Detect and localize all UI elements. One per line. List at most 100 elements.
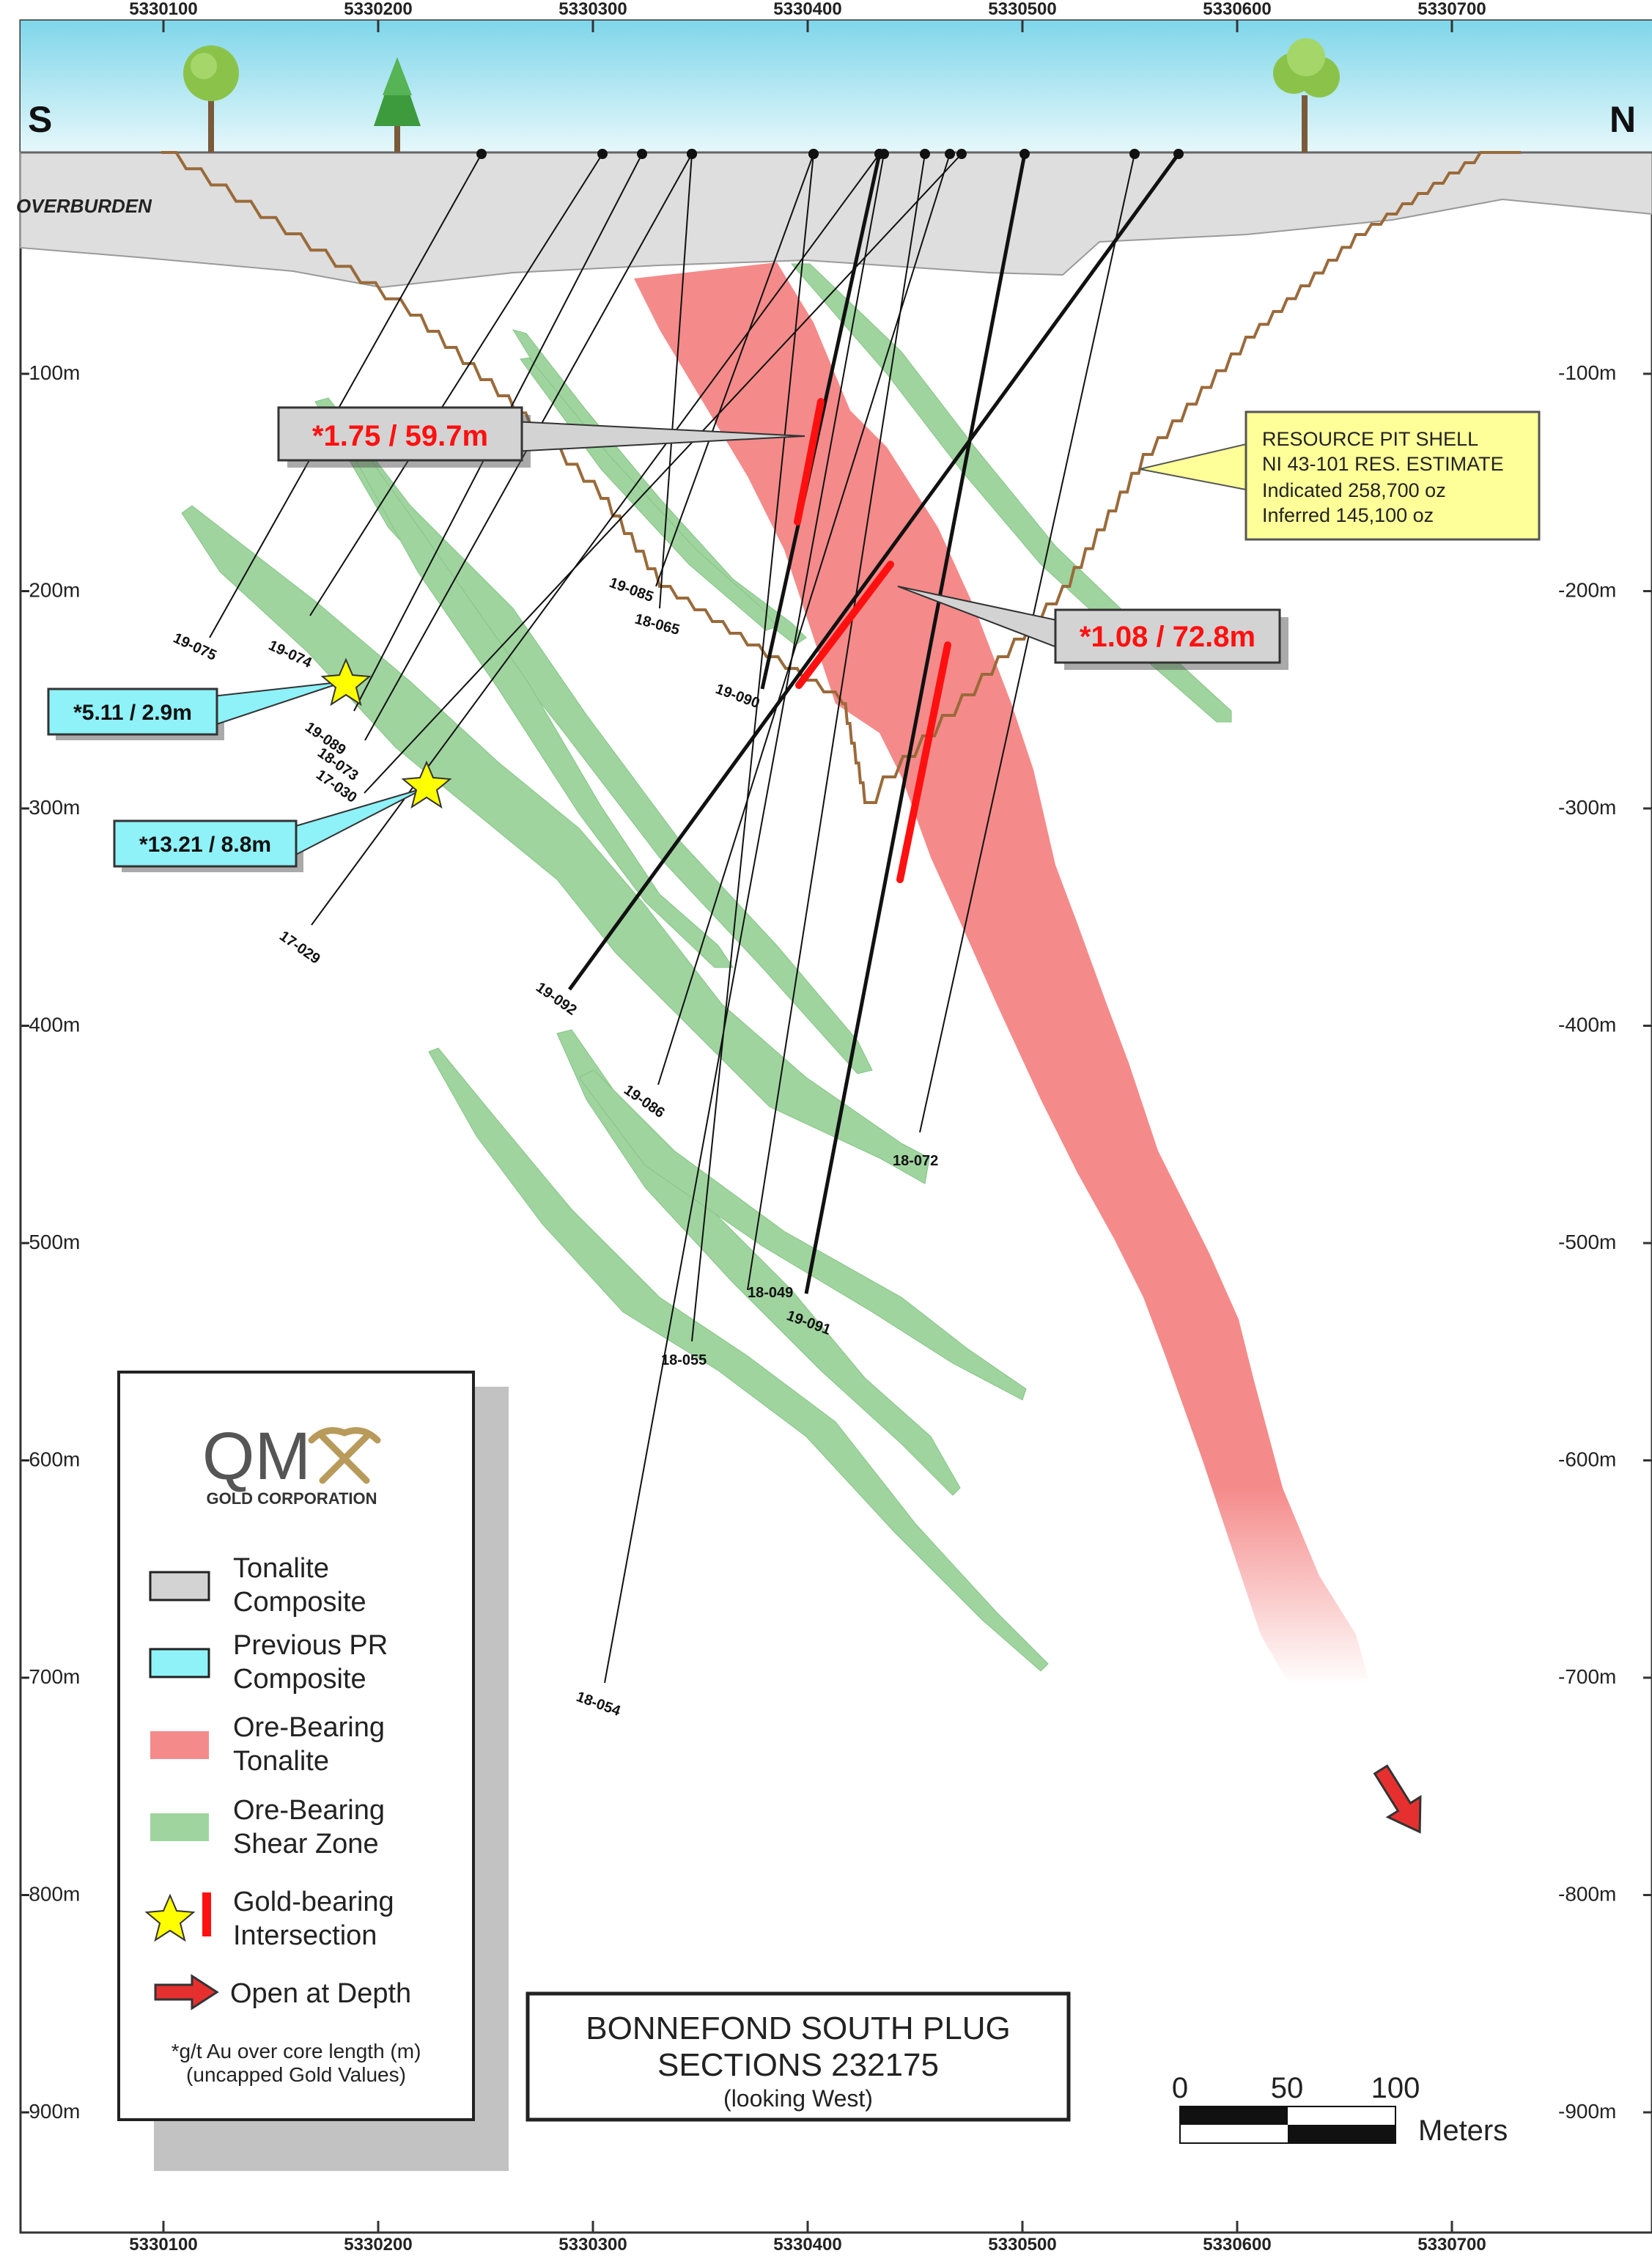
drill-collar (920, 149, 930, 159)
depth-ticks-right: -100m -200m -300m -400m -500m -600m -700m -800m… (1558, 361, 1652, 2123)
depth-tick-left: -700m (22, 1665, 80, 1688)
easting-tick-top: 5330400 (773, 0, 841, 19)
tree-icon (183, 45, 239, 152)
drill-collar (945, 149, 955, 159)
shear-zone-8 (578, 1069, 1027, 1401)
pit-shell-callout: RESOURCE PIT SHELL NI 43-101 RES. ESTIMA… (1139, 410, 1541, 541)
scale-bar: 0 50 100 Meters (1172, 2072, 1508, 2147)
legend-arrow-icon (154, 1974, 219, 2010)
intersection-label-3: *5.11 / 2.9m (73, 701, 192, 725)
intersection-label-1: *1.75 / 59.7m (312, 420, 488, 452)
easting-tick-bottom: 5330100 (129, 2235, 197, 2252)
depth-tick-right: -700m (1558, 1665, 1616, 1688)
drill-hole-trace (364, 153, 962, 794)
drill-hole-trace (309, 153, 603, 616)
drill-collar (1129, 149, 1140, 159)
scale-label-50: 50 (1271, 2072, 1304, 2104)
easting-tick-top: 5330500 (988, 0, 1056, 19)
drill-collar (687, 149, 697, 159)
gold-star-icon (320, 657, 372, 707)
legend-star-icon (144, 1893, 196, 1942)
depth-tick-right: -800m (1558, 1883, 1616, 1906)
shear-zone-9 (428, 1047, 1049, 1672)
drill-collar (637, 149, 647, 159)
drill-hole-trace (691, 153, 814, 1342)
drill-collars (476, 149, 1184, 159)
intersection-label-4: *13.21 / 8.8m (139, 833, 271, 857)
depth-tick-right: -400m (1558, 1014, 1616, 1036)
depth-ticks-left: -100m -200m -300m -400m -500m -600m -700m -800m… (21, 361, 80, 2123)
scale-label-0: 0 (1172, 2072, 1188, 2104)
title-line-3: (looking West) (723, 2085, 873, 2112)
legend-swatch-previous-pr (149, 1648, 210, 1678)
resource-pit-shell (161, 151, 1521, 804)
legend-label-5b: Intersection (233, 1920, 377, 1951)
drill-hole-trace (659, 153, 693, 609)
shear-zone-6 (790, 263, 1232, 723)
legend-label-3b: Tonalite (233, 1746, 329, 1777)
legend-footnote-2: (uncapped Gold Values) (186, 2063, 406, 2086)
legend-footnote-1: *g/t Au over core length (m) (172, 2040, 421, 2063)
depth-tick-right: -300m (1558, 796, 1616, 819)
easting-tick-top: 5330300 (558, 0, 627, 19)
intersection-callout-2: *1.08 / 72.8m (897, 586, 1288, 670)
intersection-callout-3: *5.11 / 2.9m (47, 681, 345, 740)
easting-tick-bottom: 5330200 (344, 2235, 412, 2252)
depth-tick-right: -200m (1558, 579, 1616, 602)
gold-intersections (794, 398, 951, 883)
overburden-layer (20, 152, 1652, 289)
shear-zone-3 (344, 439, 734, 968)
drill-hole-trace (655, 153, 814, 587)
tree-icon (1273, 38, 1340, 152)
open-at-depth-arrow-icon (1373, 1764, 1422, 1834)
north-label: N (1609, 99, 1636, 140)
easting-tick-bottom: 5330600 (1203, 2235, 1271, 2252)
legend-label-1a: Tonalite (233, 1553, 329, 1584)
legend-label-3a: Ore-Bearing (233, 1712, 385, 1743)
pit-shell-line-1: RESOURCE PIT SHELL (1262, 428, 1478, 450)
legend-label-5a: Gold-bearing (233, 1887, 394, 1917)
easting-tick-bottom: 5330300 (558, 2235, 627, 2252)
legend-swatch-shear-zone (150, 1813, 209, 1841)
depth-tick-left: -100m (22, 361, 80, 384)
title-box: BONNEFOND SOUTH PLUG SECTIONS 232175 (lo… (526, 1991, 1071, 2122)
depth-tick-left: -200m (22, 579, 80, 602)
easting-ticks-top: 5330100 5330200 5330300 5330400 5330500 53306… (129, 0, 1486, 32)
easting-tick-top: 5330600 (1203, 0, 1271, 19)
intersection-bar-2 (795, 561, 894, 689)
title-line-1: BONNEFOND SOUTH PLUG (586, 2010, 1010, 2046)
drill-collar (808, 149, 819, 159)
drill-hole-trace (604, 153, 885, 1684)
depth-tick-right: -100m (1558, 361, 1616, 384)
easting-tick-top: 5330200 (344, 0, 412, 19)
legend-label-2b: Composite (233, 1664, 366, 1695)
drill-collar (879, 149, 889, 159)
pine-tree-icon (374, 57, 421, 152)
intersection-bar-1 (794, 398, 825, 526)
drill-holes (209, 152, 1181, 1684)
depth-tick-left: -900m (22, 2100, 80, 2123)
sky-band (21, 21, 1652, 152)
drill-hole-trace (804, 153, 1027, 1294)
drill-hole-trace (747, 153, 926, 1291)
title-line-2: SECTIONS 232175 (657, 2047, 939, 2083)
intersection-callout-1: *1.75 / 59.7m (277, 406, 805, 468)
legend-swatch-ore-tonalite (150, 1731, 209, 1759)
depth-tick-left: -300m (22, 796, 80, 819)
pit-shell-line-2: NI 43-101 RES. ESTIMATE (1262, 453, 1504, 475)
depth-tick-right: -900m (1558, 2100, 1616, 2123)
intersection-label-2: *1.08 / 72.8m (1080, 621, 1255, 653)
drill-collar (1019, 149, 1030, 159)
legend-label-4b: Shear Zone (233, 1829, 379, 1859)
intersection-bar-3 (896, 641, 951, 883)
legend-label-6: Open at Depth (230, 1978, 411, 2009)
logo-subtext: GOLD CORPORATION (206, 1489, 377, 1508)
drill-hole-trace (209, 153, 482, 638)
drill-hole-trace (919, 153, 1135, 1133)
drill-collar (1173, 149, 1184, 159)
scale-unit: Meters (1418, 2115, 1508, 2147)
depth-tick-left: -500m (22, 1231, 80, 1253)
depth-tick-left: -600m (22, 1448, 80, 1471)
depth-tick-left: -400m (22, 1014, 80, 1036)
